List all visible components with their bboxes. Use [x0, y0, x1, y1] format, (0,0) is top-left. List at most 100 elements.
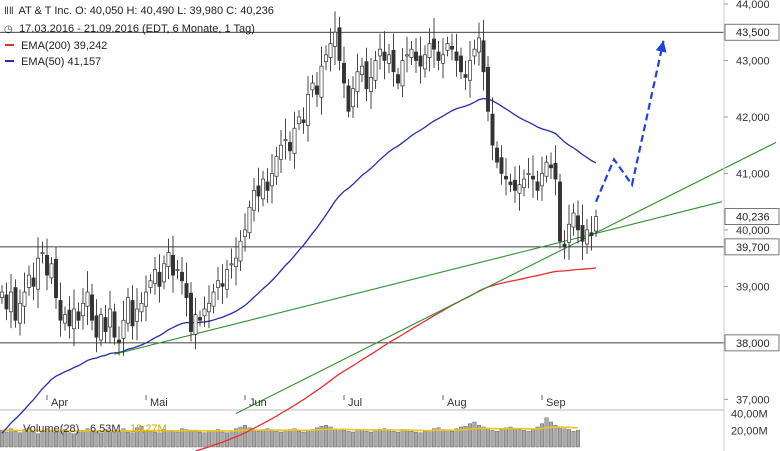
candle-body: [220, 283, 225, 287]
last-price-box: [724, 208, 780, 225]
candle-body: [27, 274, 31, 288]
volume-bar: [400, 429, 405, 448]
volume-bar: [297, 430, 302, 448]
candle-body: [225, 269, 229, 290]
volume-bar: [477, 425, 482, 448]
volume-bar: [513, 428, 518, 448]
volume-bar: [499, 429, 504, 448]
candle-body: [40, 252, 45, 254]
x-tick-label: Apr: [51, 397, 68, 409]
volume-bar: [175, 431, 180, 448]
volume-bar: [360, 429, 365, 448]
candle-body: [18, 302, 22, 324]
candle-body: [130, 300, 135, 327]
candle-body: [562, 243, 567, 248]
legend-ema200: EMA(200) 39,242: [4, 40, 107, 52]
candle-body: [288, 142, 292, 152]
clock-icon: ◷: [4, 24, 13, 35]
volume-bar: [31, 431, 36, 448]
candle-body: [153, 269, 157, 284]
volume-bar: [279, 431, 284, 448]
volume-bar: [157, 432, 162, 448]
volume-bar: [486, 428, 491, 448]
volume-bar: [215, 429, 220, 448]
candle-body: [342, 62, 346, 84]
candle-body: [459, 55, 463, 73]
level-label: 39,700: [736, 242, 770, 254]
volume-bar: [0, 430, 4, 448]
candle-body: [234, 257, 238, 267]
candle-body: [13, 287, 18, 321]
volume-bar: [220, 431, 225, 448]
y-tick-label: 37,000: [736, 394, 770, 406]
volume-bar: [463, 425, 468, 448]
volume-bar: [193, 430, 198, 448]
y-tick-label: 44,000: [736, 0, 770, 11]
volume-bar: [549, 421, 554, 448]
candle-body: [517, 184, 522, 194]
level-label-box: [724, 23, 780, 41]
ema200-legend-label: EMA(200): [21, 40, 71, 52]
ema50-legend-swatch: [5, 59, 14, 62]
volume-bar: [80, 430, 85, 448]
volume-bar: [337, 429, 342, 448]
volume-bar: [315, 427, 320, 448]
volume-bar: [481, 426, 486, 448]
candle-body: [315, 85, 319, 95]
y-tick-label: 43,000: [736, 55, 770, 67]
volume-bar: [261, 429, 266, 448]
volume-bar: [170, 430, 175, 448]
volume-bar: [161, 429, 166, 448]
volume-bar: [544, 417, 549, 448]
volume-bar: [292, 428, 297, 448]
volume-bar: [274, 430, 279, 448]
volume-average-line: [1, 426, 579, 432]
candle-body: [373, 60, 378, 81]
candle-body: [270, 173, 274, 187]
candle-body: [580, 225, 585, 242]
x-tick-label: Mai: [150, 397, 168, 409]
candle-body: [346, 85, 351, 112]
candle-body: [274, 156, 279, 177]
candle-body: [450, 46, 454, 50]
volume-bar: [256, 430, 261, 448]
x-tick-label: Sep: [546, 397, 566, 409]
candle-body: [180, 271, 184, 282]
forecast-path: [594, 40, 665, 203]
candle-body: [328, 43, 333, 59]
volume-bar: [414, 431, 419, 448]
ema200-legend-swatch: [5, 43, 14, 46]
candle-body: [22, 291, 27, 307]
last-price-label: 40,236: [736, 212, 770, 224]
volume-bar: [450, 430, 455, 448]
volume-bar: [13, 430, 18, 448]
volume-bar: [405, 430, 410, 448]
candle-body: [369, 77, 373, 92]
candle-body: [441, 54, 445, 64]
candle-body: [414, 51, 418, 61]
volume-bar: [206, 430, 211, 448]
candle-body: [382, 51, 387, 61]
volume-bar: [94, 431, 99, 448]
volume-bar: [378, 429, 383, 448]
candle-body: [355, 71, 360, 92]
volume-bar: [202, 432, 207, 448]
volume-bar: [18, 432, 23, 448]
candle-body: [409, 48, 414, 59]
candle-body: [445, 43, 450, 51]
candle-body: [0, 291, 4, 299]
volume-bar: [67, 432, 72, 448]
candle-body: [549, 164, 553, 169]
candle-body: [292, 127, 297, 155]
level-label: 43,500: [736, 27, 770, 39]
candle-body: [252, 190, 256, 211]
y-tick-label: 40,000: [736, 225, 770, 237]
candle-body: [148, 280, 153, 288]
candle-body: [4, 294, 9, 310]
candle-body: [589, 232, 594, 236]
candle-body: [72, 308, 76, 330]
volume-bar: [436, 427, 441, 448]
volume-bar: [508, 426, 513, 448]
candle-body: [76, 311, 81, 321]
volume-bar: [567, 429, 572, 448]
